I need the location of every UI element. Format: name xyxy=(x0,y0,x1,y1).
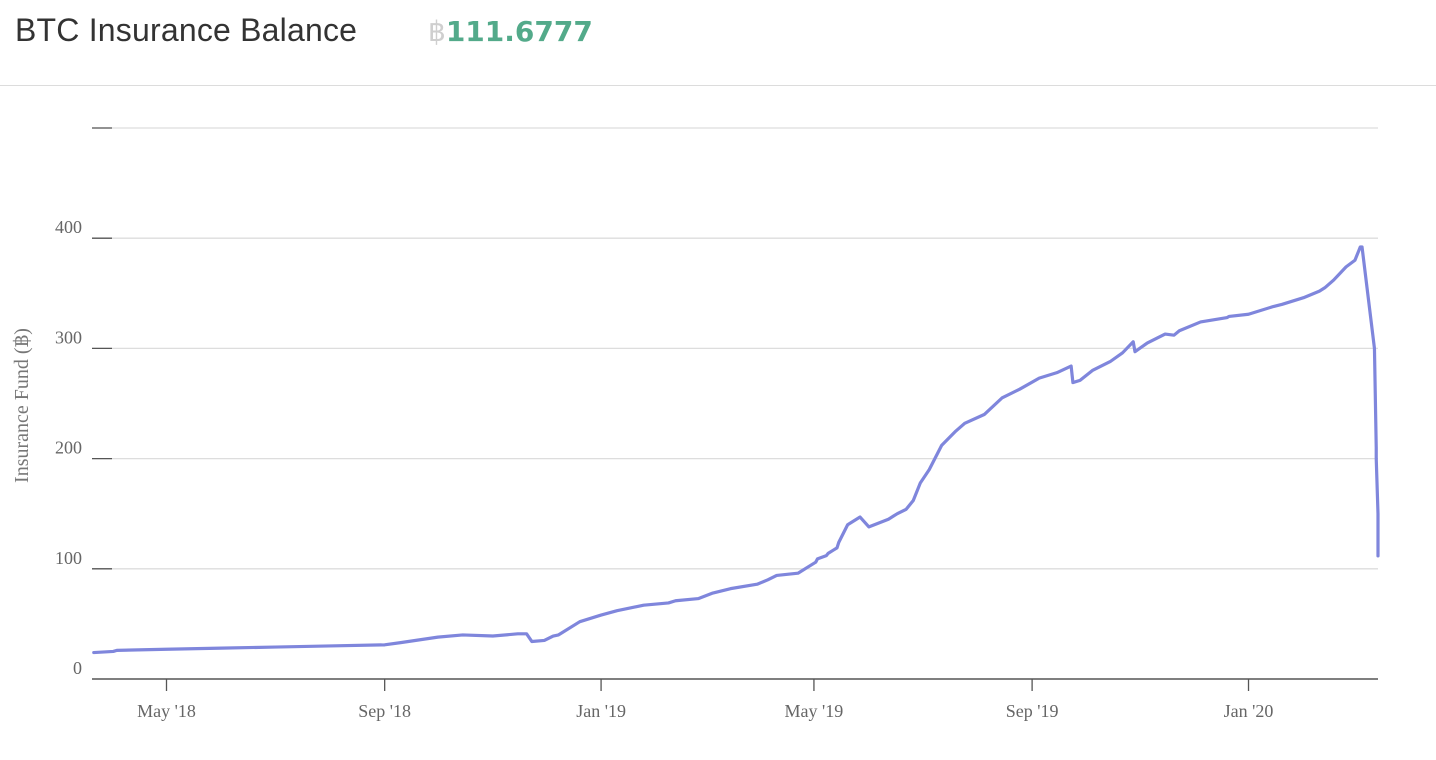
balance-display: ฿111.6777 xyxy=(428,15,593,48)
y-tick-label-100: 100 xyxy=(55,548,82,568)
x-tick-label-4: Sep '19 xyxy=(1006,701,1059,721)
x-tick-label-5: Jan '20 xyxy=(1224,701,1274,721)
x-tick-label-3: May '19 xyxy=(785,701,844,721)
y-tick-label-400: 400 xyxy=(55,217,82,237)
x-tick-label-2: Jan '19 xyxy=(576,701,626,721)
header-bar: BTC Insurance Balance ฿111.6777 xyxy=(0,0,1436,86)
bitcoin-symbol-icon: ฿ xyxy=(428,15,446,48)
balance-value: 111.6777 xyxy=(445,15,593,48)
y-tick-label-0: 0 xyxy=(73,658,82,678)
page-title: BTC Insurance Balance xyxy=(15,12,358,48)
y-axis-title: Insurance Fund (฿) xyxy=(11,328,33,483)
x-tick-label-1: Sep '18 xyxy=(358,701,411,721)
y-tick-label-200: 200 xyxy=(55,438,82,458)
y-tick-label-300: 300 xyxy=(55,327,82,347)
series-line-0 xyxy=(92,245,1380,655)
x-tick-label-0: May '18 xyxy=(137,701,196,721)
